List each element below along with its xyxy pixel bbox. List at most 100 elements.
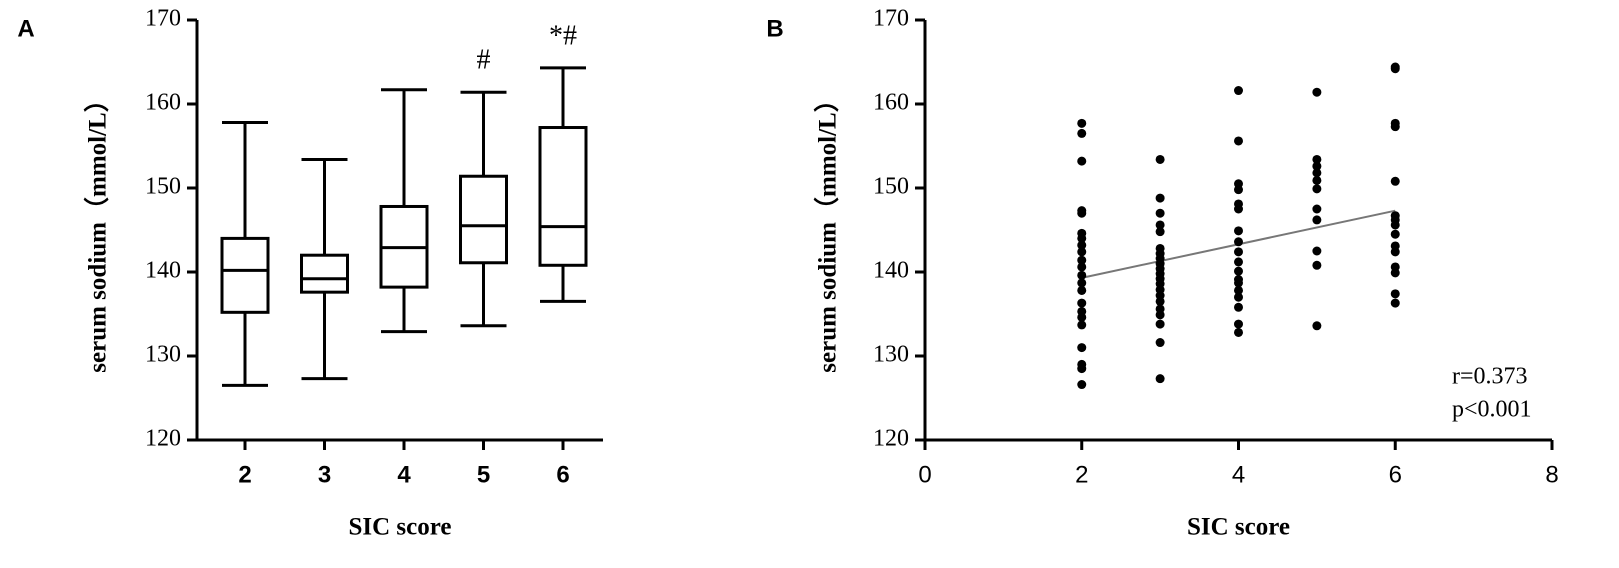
- y-tick-label: 160: [873, 90, 909, 116]
- x-tick-label: 4: [1232, 461, 1245, 488]
- panel-label: B: [766, 15, 783, 42]
- point: [1312, 184, 1322, 194]
- point: [1312, 154, 1322, 164]
- point: [1077, 270, 1087, 280]
- x-tick-label: 2: [1075, 461, 1088, 488]
- point: [1312, 204, 1322, 214]
- point: [1390, 122, 1400, 132]
- point: [1234, 226, 1243, 236]
- x-tick-label: 2: [238, 461, 251, 488]
- point: [1077, 262, 1087, 272]
- point: [1234, 185, 1243, 195]
- point: [1155, 310, 1165, 320]
- point: [1077, 128, 1087, 138]
- point: [1234, 302, 1243, 312]
- point: [1312, 161, 1322, 171]
- point: [1234, 136, 1243, 146]
- point: [1077, 240, 1087, 250]
- point: [1234, 257, 1243, 267]
- point: [1234, 266, 1243, 276]
- point: [1234, 204, 1243, 214]
- y-tick-label: 140: [873, 258, 909, 284]
- point: [1155, 220, 1165, 230]
- point: [1155, 374, 1165, 384]
- y-tick-label: 120: [873, 426, 909, 452]
- x-tick-label: 3: [318, 461, 331, 488]
- y-tick-label: 120: [145, 426, 181, 452]
- y-axis-title: serum sodium（mmol/L）: [813, 87, 842, 372]
- point: [1155, 296, 1165, 306]
- point: [1234, 285, 1243, 295]
- x-tick-label: 8: [1545, 461, 1558, 488]
- y-tick-label: 150: [873, 174, 909, 200]
- box: [538, 126, 588, 267]
- point: [1077, 285, 1087, 295]
- point: [1077, 364, 1087, 374]
- x-tick-label: 0: [918, 461, 931, 488]
- y-tick-label: 150: [145, 174, 181, 200]
- annotation: #: [477, 45, 491, 76]
- y-tick-label: 140: [145, 258, 181, 284]
- point: [1077, 380, 1087, 390]
- point: [1234, 237, 1243, 247]
- x-axis-title: SIC score: [348, 514, 451, 541]
- point: [1234, 86, 1243, 96]
- point: [1077, 255, 1087, 265]
- point: [1155, 208, 1165, 218]
- point: [1077, 278, 1087, 288]
- point: [1077, 320, 1087, 330]
- stat-label: p<0.001: [1452, 397, 1532, 423]
- point: [1390, 298, 1400, 308]
- point: [1312, 87, 1322, 97]
- point: [1077, 343, 1087, 353]
- point: [1390, 229, 1400, 239]
- y-tick-label: 160: [145, 90, 181, 116]
- point: [1077, 298, 1087, 308]
- box: [300, 253, 349, 294]
- box: [459, 174, 508, 265]
- y-tick-label: 170: [145, 6, 181, 32]
- x-tick-label: 5: [477, 461, 490, 488]
- x-tick-label: 4: [397, 461, 411, 488]
- point: [1077, 156, 1087, 166]
- x-tick-label: 6: [556, 461, 569, 488]
- annotation: *#: [549, 20, 577, 51]
- x-axis-title: SIC score: [1187, 514, 1290, 541]
- panel-label: A: [17, 15, 34, 42]
- point: [1312, 321, 1322, 331]
- point: [1077, 312, 1087, 322]
- point: [1155, 319, 1165, 329]
- point: [1312, 260, 1322, 270]
- point: [1390, 289, 1400, 299]
- point: [1234, 292, 1243, 302]
- point: [1390, 220, 1400, 230]
- point: [1155, 154, 1165, 164]
- point: [1234, 247, 1243, 257]
- point: [1234, 327, 1243, 337]
- point: [1234, 278, 1243, 288]
- y-axis-title: serum sodium（mmol/L）: [83, 87, 112, 372]
- point: [1312, 168, 1322, 178]
- point: [1155, 193, 1165, 203]
- point: [1312, 246, 1322, 256]
- point: [1390, 64, 1400, 74]
- stat-label: r=0.373: [1452, 364, 1528, 390]
- point: [1312, 215, 1322, 225]
- point: [1077, 118, 1087, 128]
- point: [1155, 338, 1165, 348]
- point: [1077, 247, 1087, 257]
- y-tick-label: 130: [145, 342, 181, 368]
- y-tick-label: 130: [873, 342, 909, 368]
- box: [220, 236, 270, 314]
- point: [1390, 268, 1400, 278]
- point: [1077, 233, 1087, 243]
- point: [1390, 247, 1400, 257]
- y-tick-label: 170: [873, 6, 909, 32]
- point: [1155, 227, 1165, 237]
- point: [1390, 176, 1400, 186]
- point: [1234, 319, 1243, 329]
- point: [1312, 175, 1322, 185]
- point: [1077, 208, 1087, 218]
- x-tick-label: 6: [1389, 461, 1402, 488]
